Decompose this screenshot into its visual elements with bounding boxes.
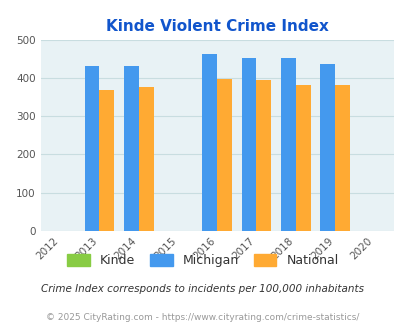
Title: Kinde Violent Crime Index: Kinde Violent Crime Index	[106, 19, 328, 34]
Bar	[202, 54, 217, 231]
Bar	[256, 80, 271, 231]
Bar	[139, 87, 153, 231]
Bar	[319, 64, 334, 231]
Bar	[84, 66, 99, 231]
Bar	[217, 79, 232, 231]
Text: Crime Index corresponds to incidents per 100,000 inhabitants: Crime Index corresponds to incidents per…	[41, 284, 364, 294]
Legend: Kinde, Michigan, National: Kinde, Michigan, National	[64, 250, 341, 271]
Bar	[295, 85, 310, 231]
Bar	[124, 66, 139, 231]
Bar	[241, 58, 256, 231]
Text: © 2025 CityRating.com - https://www.cityrating.com/crime-statistics/: © 2025 CityRating.com - https://www.city…	[46, 313, 359, 322]
Bar	[99, 90, 114, 231]
Bar	[280, 58, 295, 231]
Bar	[334, 85, 349, 231]
